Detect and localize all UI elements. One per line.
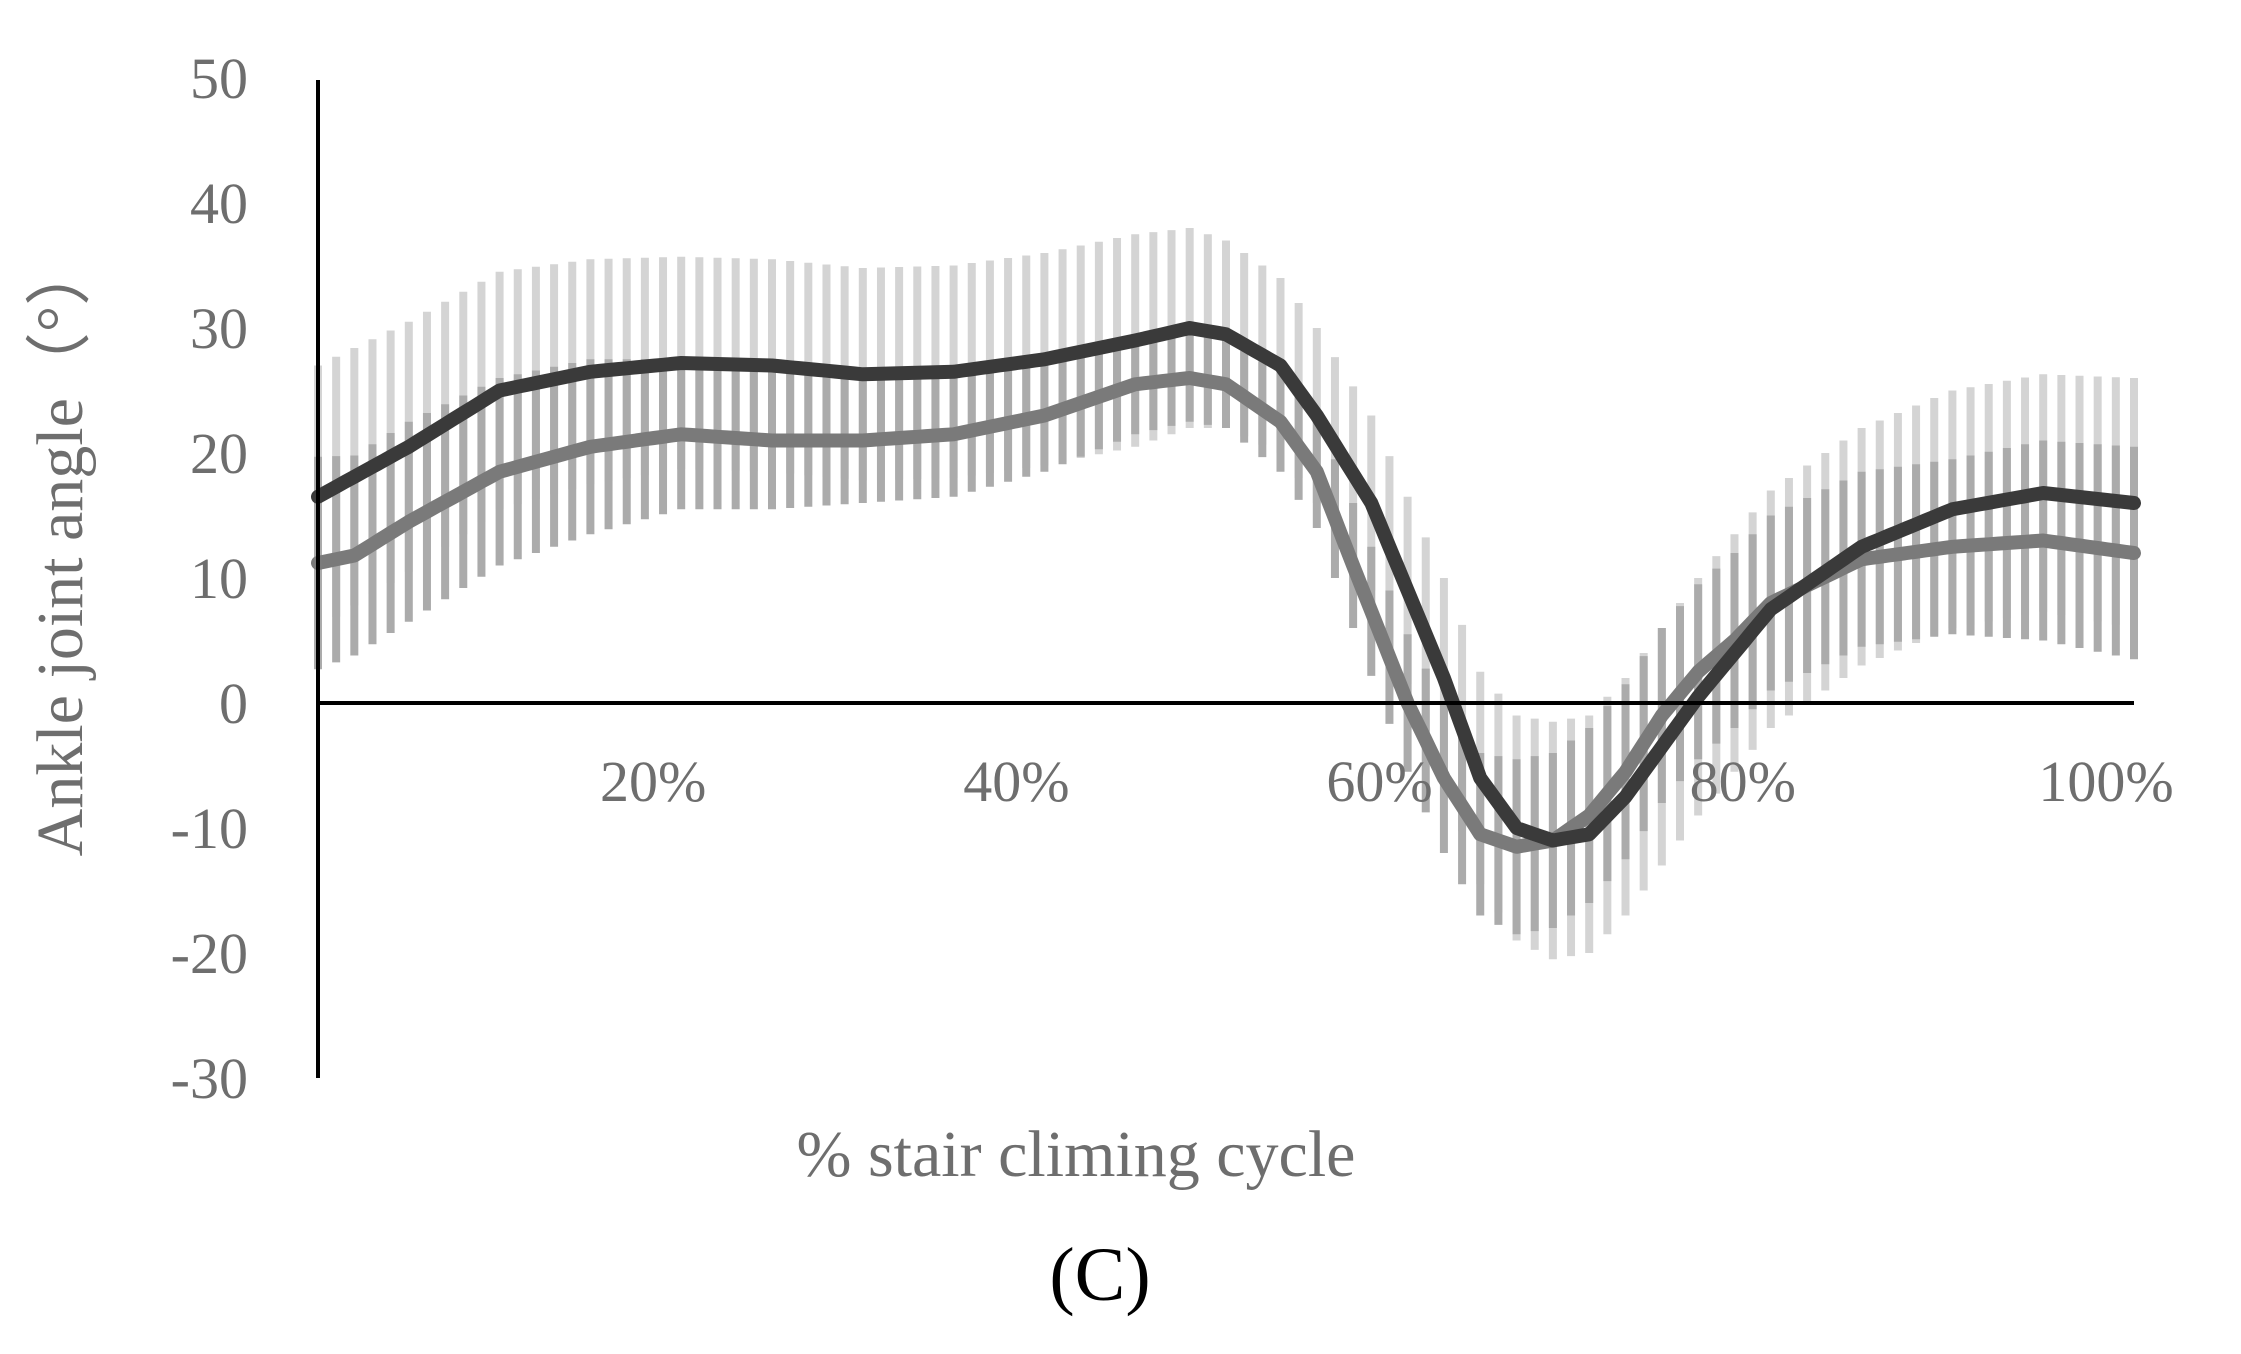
y-tick-label: 0 — [219, 671, 248, 736]
mean-line-series-1 — [311, 321, 2141, 848]
x-tick-label: 40% — [963, 749, 1069, 814]
y-tick-label: 50 — [190, 46, 248, 111]
y-tick-label: -10 — [171, 796, 248, 861]
y-tick-label: 40 — [190, 171, 248, 236]
y-tick-label: 20 — [190, 421, 248, 486]
y-tick-label: -20 — [171, 921, 248, 986]
series-lines — [311, 321, 2141, 854]
axes — [316, 80, 2134, 1078]
panel-label: (C) — [1049, 1233, 1150, 1317]
x-tick-label: 80% — [1690, 749, 1796, 814]
y-tick-label: 10 — [190, 546, 248, 611]
x-tick-label: 20% — [600, 749, 706, 814]
x-axis-title: % stair climing cycle — [797, 1118, 1356, 1191]
x-tick-label: 60% — [1326, 749, 1432, 814]
y-tick-labels: 50 40 30 20 10 0 -10 -20 -30 — [171, 46, 248, 1111]
x-tick-labels: 20% 40% 60% 80% 100% — [600, 749, 2174, 814]
y-axis-title: Ankle joint angle（°） — [24, 240, 97, 857]
y-tick-label: -30 — [171, 1046, 248, 1111]
y-tick-label: 30 — [190, 296, 248, 361]
x-tick-label: 100% — [2038, 749, 2173, 814]
